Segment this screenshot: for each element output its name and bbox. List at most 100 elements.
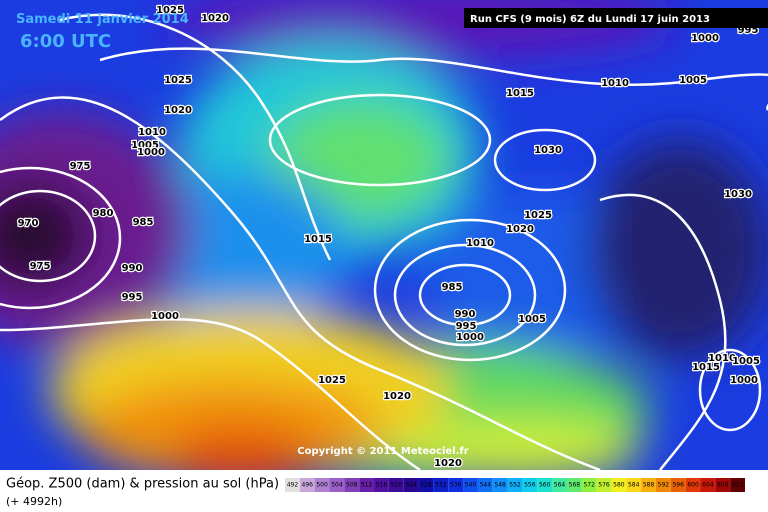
scale-label: 540 [465, 482, 477, 489]
scale-swatch [477, 478, 493, 492]
scale-swatch [566, 478, 582, 492]
isobar-label: 1010 [708, 353, 736, 364]
isobar-label: 975 [70, 161, 91, 172]
scale-swatch [314, 478, 330, 492]
scale-label: 596 [672, 482, 684, 489]
isobar-label: 1000 [137, 147, 165, 158]
scale-swatch [299, 478, 315, 492]
isobar-label: 975 [30, 261, 51, 272]
isobar-label: 1010 [601, 78, 629, 89]
isobar-label: 970 [18, 218, 39, 229]
scale-swatch [388, 478, 404, 492]
isobar-label: 1025 [156, 5, 184, 16]
scale-swatch [285, 478, 300, 492]
scale-label: 524 [405, 482, 417, 489]
scale-label: 516 [376, 482, 388, 489]
isobar-label: 1020 [164, 105, 192, 116]
scale-label: 556 [524, 482, 536, 489]
isobar-label: 1030 [724, 189, 752, 200]
scale-label: 528 [420, 482, 432, 489]
isobar-label: 1005 [131, 140, 159, 151]
scale-label: 600 [687, 482, 699, 489]
scale-label: 572 [583, 482, 595, 489]
scale-label: 592 [658, 482, 670, 489]
scale-swatch [344, 478, 360, 492]
isobar-label: 1000 [151, 311, 179, 322]
isobar-label: 1005 [679, 75, 707, 86]
isobar-label: 1000 [730, 375, 758, 386]
copyright: Copyright © 2011 Meteociel.fr [297, 446, 468, 457]
scale-label: 564 [554, 482, 566, 489]
isobar-label: 995 [456, 321, 477, 332]
isobar-label: 1020 [506, 224, 534, 235]
scale-swatch [611, 478, 627, 492]
scale-label: 548 [494, 482, 506, 489]
scale-swatch [463, 478, 478, 492]
isobar-label: 990 [455, 309, 476, 320]
scale-swatch [418, 478, 434, 492]
isobar-label: 1015 [506, 88, 534, 99]
scale-swatch [581, 478, 597, 492]
scale-swatch [670, 478, 686, 492]
date: Samedi 11 janvier 2014 [16, 12, 189, 27]
scale-label: 604 [702, 482, 714, 489]
scale-swatch [359, 478, 375, 492]
isobar-label: 995 [122, 292, 143, 303]
isobars [0, 13, 768, 470]
scale-label: 568 [569, 482, 581, 489]
isobar-label: 1025 [164, 75, 192, 86]
isobar-label: 1020 [383, 391, 411, 402]
lead-time: (+ 4992h) [6, 495, 62, 508]
isobar-label: 1030 [534, 145, 562, 156]
isobar-label: 980 [93, 208, 114, 219]
scale-swatch [715, 478, 731, 492]
scale-swatch [492, 478, 508, 492]
scale-label: 520 [391, 482, 403, 489]
scale-swatch [655, 478, 671, 492]
scale-label: 536 [450, 482, 462, 489]
scale-label: 588 [643, 482, 655, 489]
isobar-label: 1010 [466, 238, 494, 249]
scale-swatch [507, 478, 523, 492]
scale-swatch [403, 478, 419, 492]
isobar-label: 1020 [434, 458, 462, 469]
scale-swatch [596, 478, 612, 492]
scale-swatch [626, 478, 642, 492]
isobar-label: 1015 [692, 362, 720, 373]
scale-label: 500 [316, 482, 328, 489]
isobar-label: 1010 [138, 127, 166, 138]
isobar-label: 1020 [201, 13, 229, 24]
scale-label: 496 [302, 482, 314, 489]
scale-label: 576 [598, 482, 610, 489]
run-info: Run CFS (9 mois) 6Z du Lundi 17 juin 201… [470, 14, 710, 25]
isobar-label: 1000 [456, 332, 484, 343]
scale-label: 512 [361, 482, 373, 489]
scale-swatch [730, 478, 745, 492]
isobar-label: 985 [442, 282, 463, 293]
scale-label: 580 [613, 482, 625, 489]
scale-swatch [522, 478, 538, 492]
scale-swatch [537, 478, 553, 492]
scale-label: 612 [732, 482, 744, 489]
run-box [464, 8, 768, 28]
scale-label: 608 [717, 482, 729, 489]
isobar-label: 1005 [732, 356, 760, 367]
scale-label: 492 [287, 482, 299, 489]
isobar-label: 1005 [518, 314, 546, 325]
scale-label: 552 [509, 482, 521, 489]
isobar-label: 1025 [318, 375, 346, 386]
scale-label: 544 [480, 482, 492, 489]
isobar-label: 985 [133, 217, 154, 228]
scale-label: 532 [435, 482, 447, 489]
scale-label: 560 [539, 482, 551, 489]
scale-swatch [448, 478, 464, 492]
scale-swatch [685, 478, 701, 492]
scale-swatch [641, 478, 656, 492]
isobar-label: 1000 [691, 33, 719, 44]
scale-label: 508 [346, 482, 358, 489]
scale-swatch [374, 478, 389, 492]
